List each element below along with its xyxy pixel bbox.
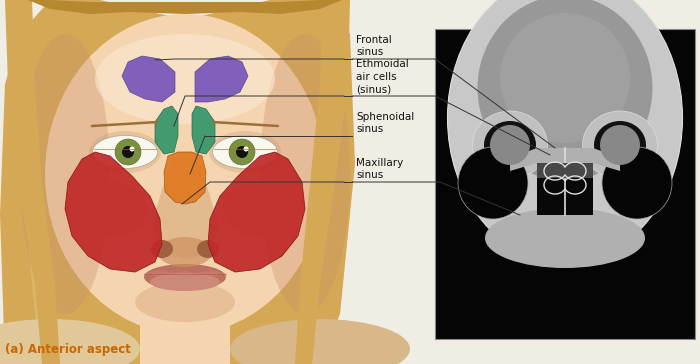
Text: Maxillary
sinus: Maxillary sinus [356,158,403,180]
Ellipse shape [73,182,148,237]
Polygon shape [65,152,162,272]
Ellipse shape [209,131,281,173]
Ellipse shape [260,34,350,314]
Ellipse shape [223,182,298,237]
Ellipse shape [458,147,528,219]
Ellipse shape [582,111,657,179]
Ellipse shape [602,147,672,219]
Polygon shape [208,152,305,272]
Ellipse shape [0,319,140,364]
Ellipse shape [92,135,158,169]
Circle shape [600,125,640,165]
Ellipse shape [197,240,219,258]
Polygon shape [122,56,175,102]
Ellipse shape [484,121,536,169]
Text: Frontal
sinus: Frontal sinus [356,35,392,57]
Ellipse shape [20,34,110,314]
Ellipse shape [594,121,646,169]
Ellipse shape [473,111,547,179]
Circle shape [236,146,248,158]
Polygon shape [5,0,60,364]
Circle shape [490,125,530,165]
Circle shape [229,139,255,165]
Ellipse shape [95,34,275,124]
Ellipse shape [485,208,645,268]
Ellipse shape [158,237,213,267]
Circle shape [130,146,134,151]
Text: Ethmoidal
air cells
(sinus): Ethmoidal air cells (sinus) [356,59,409,94]
Polygon shape [152,159,218,259]
Ellipse shape [89,131,161,173]
Circle shape [122,146,134,158]
Text: Sphenoidal
sinus: Sphenoidal sinus [356,112,414,134]
Ellipse shape [500,13,630,143]
Ellipse shape [144,264,226,290]
Ellipse shape [230,319,410,364]
Polygon shape [28,0,342,14]
Polygon shape [295,0,350,364]
Polygon shape [0,0,355,364]
Polygon shape [195,56,248,102]
Circle shape [115,139,141,165]
Polygon shape [144,270,226,277]
Polygon shape [510,148,620,171]
Polygon shape [537,148,593,215]
Ellipse shape [477,0,652,181]
Text: (a) Anterior aspect: (a) Anterior aspect [5,343,131,356]
Circle shape [244,146,248,151]
Ellipse shape [45,14,325,334]
Polygon shape [155,106,178,154]
Polygon shape [164,152,206,204]
Ellipse shape [447,0,682,263]
Bar [435,29,695,339]
Polygon shape [192,106,215,154]
Polygon shape [140,289,230,364]
Polygon shape [10,0,60,364]
Polygon shape [537,163,593,178]
Ellipse shape [213,135,277,169]
Ellipse shape [151,240,173,258]
Ellipse shape [135,282,235,322]
Ellipse shape [150,273,220,291]
